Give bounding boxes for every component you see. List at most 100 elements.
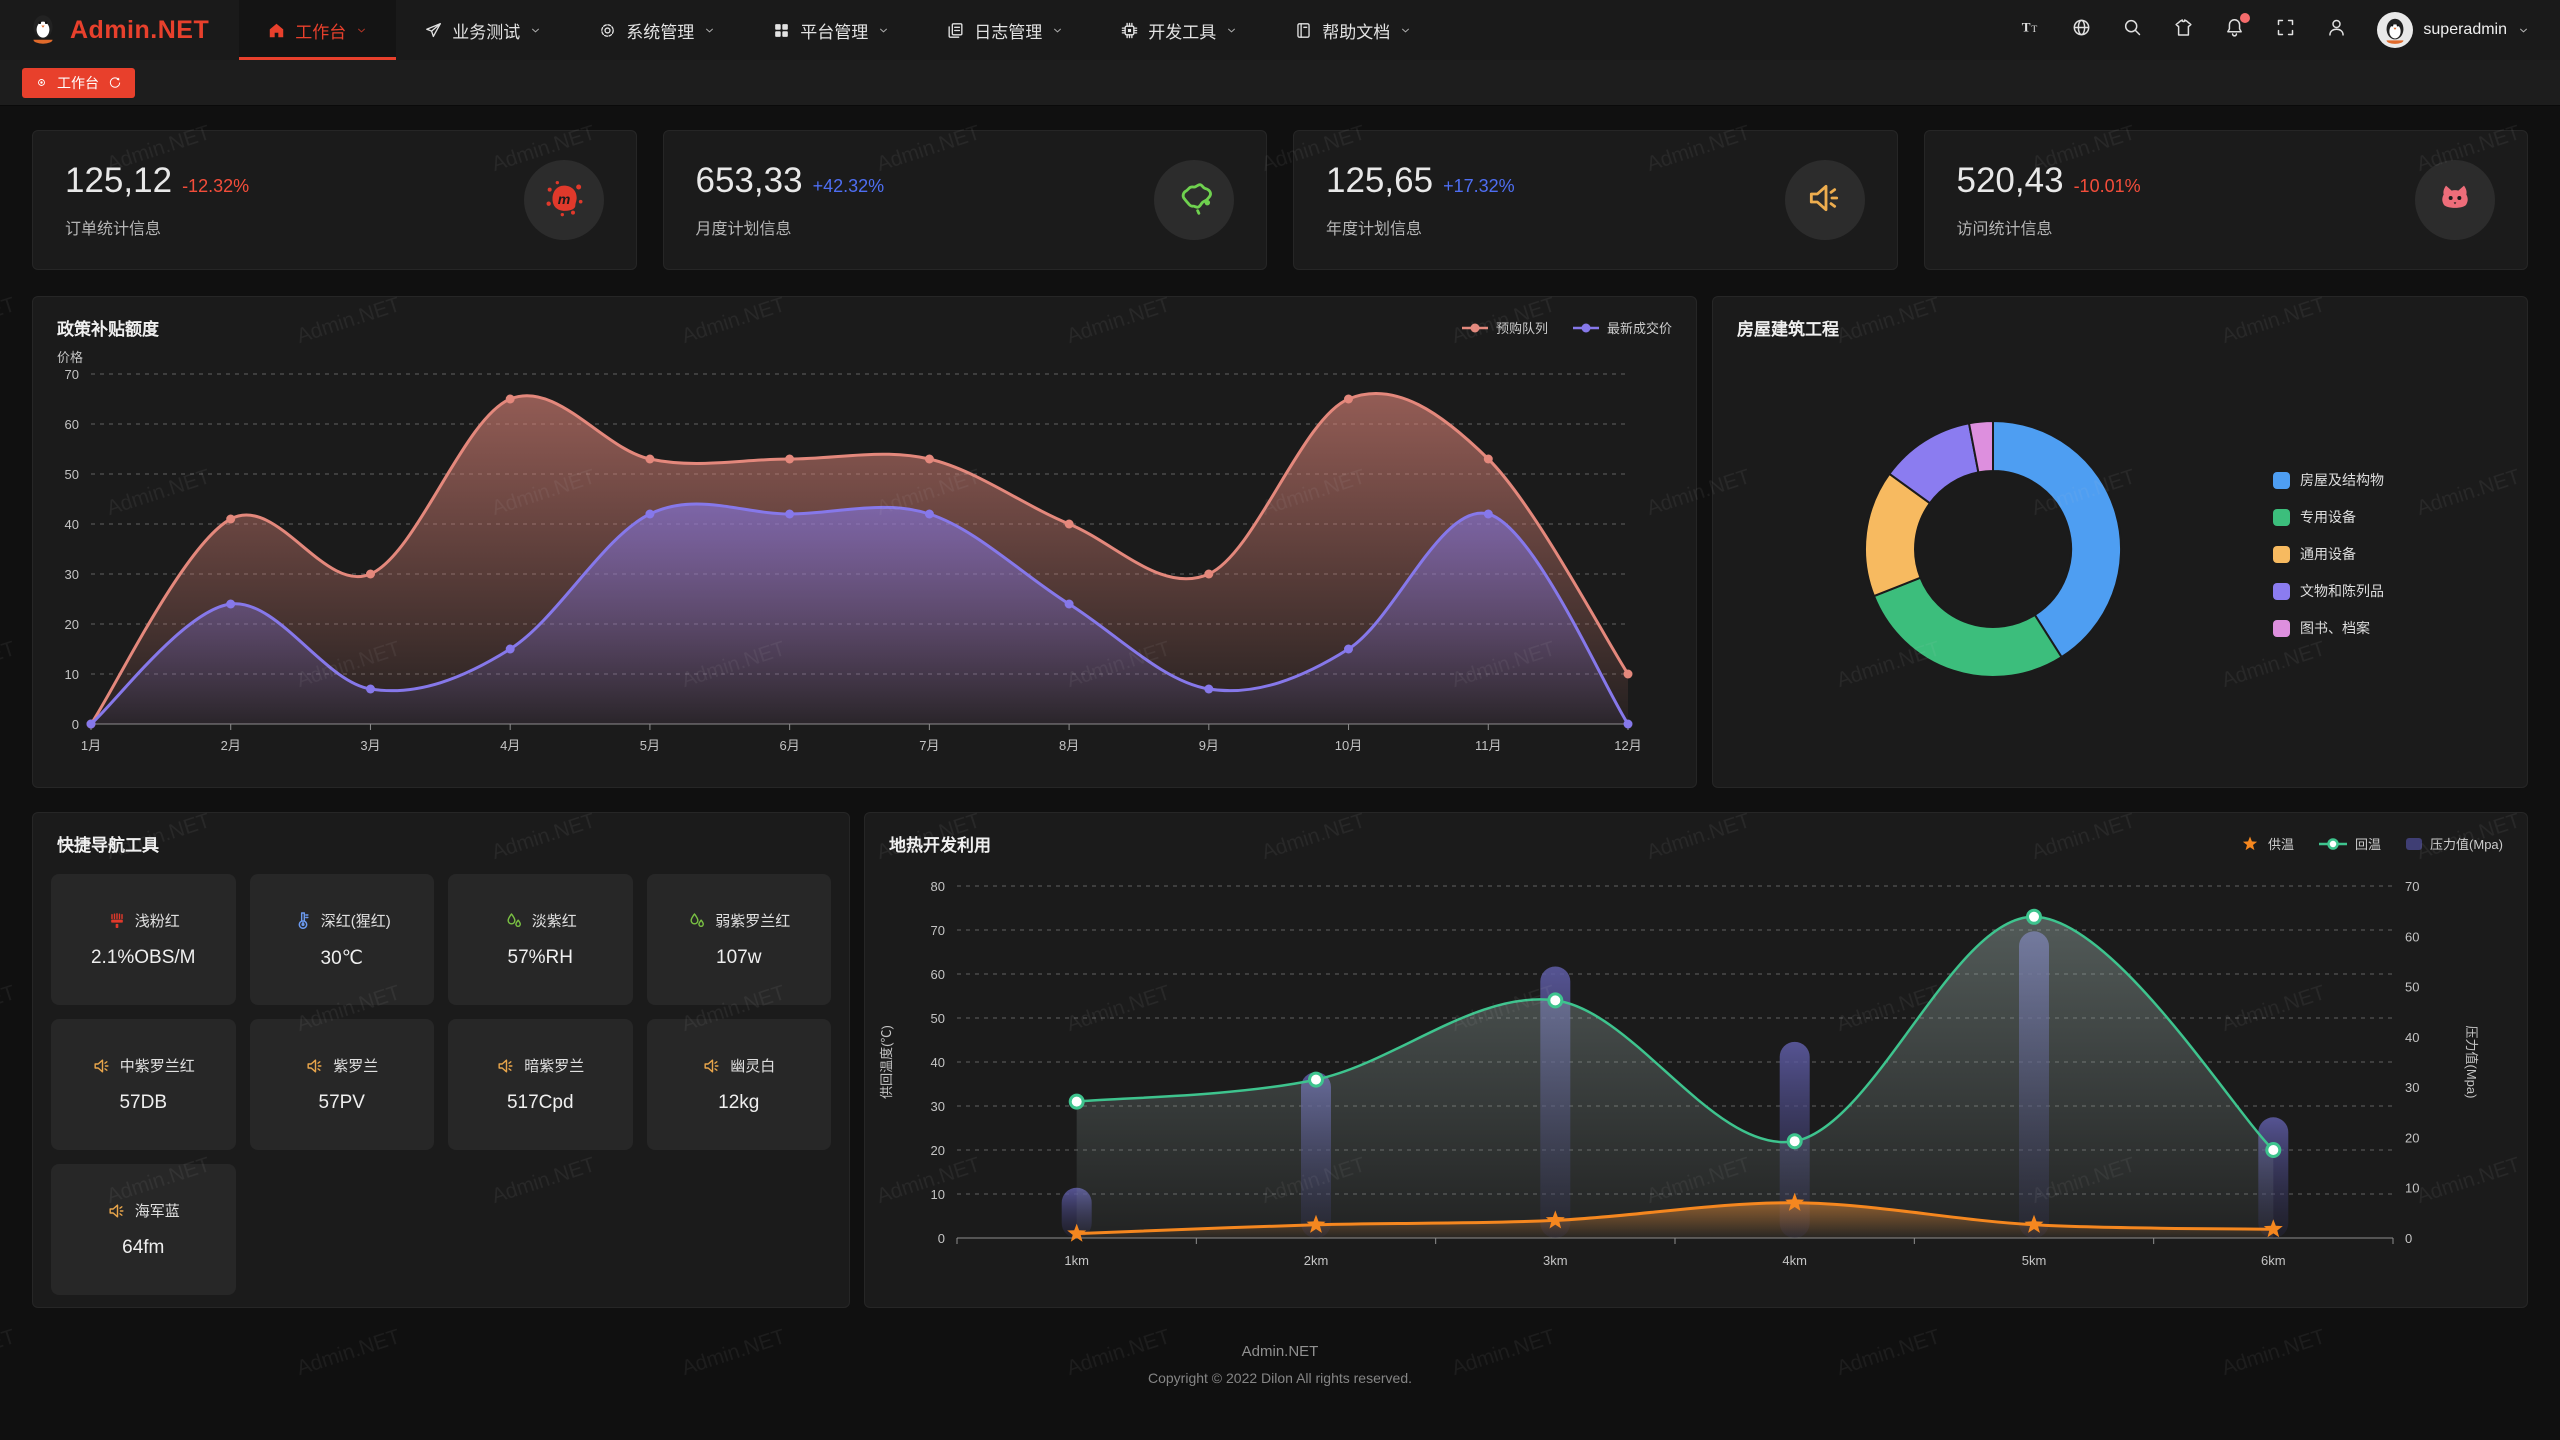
chevron-down-icon bbox=[2517, 24, 2530, 37]
svg-text:7月: 7月 bbox=[919, 738, 939, 753]
quick-nav-item-label: 淡紫红 bbox=[531, 913, 577, 930]
app-logo[interactable]: Admin.NET bbox=[0, 0, 239, 60]
geothermal-chart-header: 地热开发利用 供温 回温 压力值(Mpa) bbox=[865, 813, 2527, 860]
svg-text:70: 70 bbox=[931, 923, 945, 938]
svg-text:1km: 1km bbox=[1064, 1253, 1089, 1268]
quick-nav-item-label: 深红(猩红) bbox=[320, 912, 391, 930]
menu-item-log-admin[interactable]: 日志管理 bbox=[918, 0, 1092, 60]
stat-card-main: 125,12 -12.32% 订单统计信息 bbox=[65, 161, 249, 239]
legend-item[interactable]: 最新成交价 bbox=[1572, 318, 1672, 337]
legend-item[interactable]: 房屋及结构物 bbox=[2273, 470, 2384, 490]
quick-nav-item-label: 中紫罗兰红 bbox=[119, 1058, 195, 1075]
svg-text:5km: 5km bbox=[2022, 1253, 2047, 1268]
svg-text:30: 30 bbox=[2405, 1080, 2419, 1095]
theme-button[interactable] bbox=[2173, 17, 2194, 43]
svg-text:50: 50 bbox=[931, 1011, 945, 1026]
quick-nav-item[interactable]: 紫罗兰 57PV bbox=[249, 1019, 434, 1150]
quick-nav-item[interactable]: 弱紫罗兰红 107w bbox=[646, 874, 831, 1005]
quick-nav-title: 快捷导航工具 bbox=[57, 836, 159, 855]
book-icon bbox=[1294, 21, 1313, 40]
legend-item[interactable]: 回温 bbox=[2318, 834, 2381, 853]
svg-text:80: 80 bbox=[931, 879, 945, 894]
legend-item[interactable]: 通用设备 bbox=[2273, 544, 2384, 564]
username: superadmin bbox=[2423, 21, 2507, 38]
svg-text:压力值(Mpa): 压力值(Mpa) bbox=[2464, 1026, 2479, 1099]
legend-item[interactable]: 压力值(Mpa) bbox=[2405, 834, 2503, 853]
stat-icon-circle bbox=[2415, 160, 2495, 240]
svg-text:40: 40 bbox=[65, 517, 79, 532]
svg-text:6km: 6km bbox=[2261, 1253, 2286, 1268]
profile-button[interactable] bbox=[2326, 17, 2347, 43]
china-map-icon bbox=[1174, 178, 1214, 223]
svg-text:0: 0 bbox=[72, 717, 79, 732]
menu-item-help-docs[interactable]: 帮助文档 bbox=[1266, 0, 1440, 60]
quick-nav-item[interactable]: 浅粉红 2.1%OBS/M bbox=[51, 874, 236, 1005]
tab-workbench[interactable]: 工作台 bbox=[22, 67, 135, 98]
legend-item[interactable]: 文物和陈列品 bbox=[2273, 581, 2384, 601]
language-button[interactable] bbox=[2071, 17, 2092, 43]
stat-value: 125,65 bbox=[1326, 161, 1434, 200]
quick-nav-item-value: 107w bbox=[716, 947, 762, 968]
legend-swatch bbox=[2273, 545, 2290, 563]
legend-item[interactable]: 专用设备 bbox=[2273, 507, 2384, 527]
speaker-icon bbox=[107, 1201, 127, 1221]
tab-bar: 工作台 bbox=[0, 60, 2560, 106]
svg-text:50: 50 bbox=[2405, 980, 2419, 995]
notifications-button[interactable] bbox=[2224, 13, 2251, 43]
fullscreen-button[interactable] bbox=[2275, 17, 2296, 43]
svg-text:10: 10 bbox=[2405, 1181, 2419, 1196]
quick-nav-item-value: 2.1%OBS/M bbox=[90, 947, 196, 968]
stat-delta: +42.32% bbox=[812, 176, 885, 196]
quick-nav-item-value: 30℃ bbox=[320, 947, 363, 969]
building-chart-title: 房屋建筑工程 bbox=[1737, 320, 1839, 339]
policy-chart-title: 政策补贴额度 bbox=[57, 320, 159, 339]
svg-text:70: 70 bbox=[2405, 879, 2419, 894]
menu-item-dev-tools[interactable]: 开发工具 bbox=[1092, 0, 1266, 60]
quick-nav-item-label: 浅粉红 bbox=[134, 913, 180, 930]
log-icon bbox=[946, 21, 965, 40]
stat-card-main: 653,33 +42.32% 月度计划信息 bbox=[696, 161, 885, 239]
legend-item[interactable]: 图书、档案 bbox=[2273, 618, 2384, 638]
stat-card: 653,33 +42.32% 月度计划信息 bbox=[662, 130, 1267, 270]
quick-nav-item[interactable]: 暗紫罗兰 517Cpd bbox=[448, 1019, 633, 1150]
tab-label: 工作台 bbox=[57, 74, 99, 91]
chevron-down-icon bbox=[703, 24, 716, 37]
refresh-icon[interactable] bbox=[108, 76, 122, 90]
page-footer: Admin.NET Copyright © 2022 Dilon All rig… bbox=[32, 1338, 2528, 1389]
quick-nav-item[interactable]: 海军蓝 64fm bbox=[51, 1164, 236, 1295]
speaker-icon bbox=[496, 1056, 516, 1076]
quick-nav-item[interactable]: 中紫罗兰红 57DB bbox=[51, 1019, 236, 1150]
menu-item-system-admin[interactable]: 系统管理 bbox=[570, 0, 744, 60]
humidity-icon bbox=[687, 911, 707, 931]
svg-text:价格: 价格 bbox=[57, 350, 83, 365]
legend-item[interactable]: 供温 bbox=[2239, 834, 2294, 853]
quick-nav-item-value: 12kg bbox=[718, 1092, 760, 1113]
menu-item-platform-admin[interactable]: 平台管理 bbox=[744, 0, 918, 60]
menu-item-workbench[interactable]: 工作台 bbox=[239, 0, 397, 60]
stat-value: 125,12 bbox=[65, 161, 173, 200]
logo-penguin-icon bbox=[26, 11, 60, 50]
policy-chart-header: 政策补贴额度 预购队列 最新成交价 bbox=[33, 297, 1696, 344]
search-button[interactable] bbox=[2122, 17, 2143, 43]
humidity-icon bbox=[504, 911, 524, 931]
quick-nav-item[interactable]: 幽灵白 12kg bbox=[646, 1019, 831, 1150]
shirt-icon bbox=[2173, 17, 2194, 43]
svg-text:20: 20 bbox=[931, 1143, 945, 1158]
stat-card: 125,12 -12.32% 订单统计信息 m bbox=[32, 130, 637, 270]
svg-text:2月: 2月 bbox=[221, 738, 241, 753]
menu-item-business-test[interactable]: 业务测试 bbox=[396, 0, 570, 60]
quick-nav-item[interactable]: 深红(猩红) 30℃ bbox=[249, 874, 434, 1005]
quick-nav-item[interactable]: 淡紫红 57%RH bbox=[448, 874, 633, 1005]
legend-label: 压力值(Mpa) bbox=[2430, 837, 2503, 852]
user-menu[interactable]: superadmin bbox=[2377, 12, 2530, 48]
quick-nav-item-value: 57PV bbox=[318, 1092, 365, 1113]
legend-item[interactable]: 预购队列 bbox=[1461, 318, 1548, 337]
svg-text:11月: 11月 bbox=[1475, 738, 1502, 753]
svg-text:3月: 3月 bbox=[360, 738, 380, 753]
quick-nav-item-label: 幽灵白 bbox=[730, 1058, 776, 1075]
legend-swatch bbox=[2273, 619, 2290, 637]
speaker-icon bbox=[305, 1056, 325, 1076]
